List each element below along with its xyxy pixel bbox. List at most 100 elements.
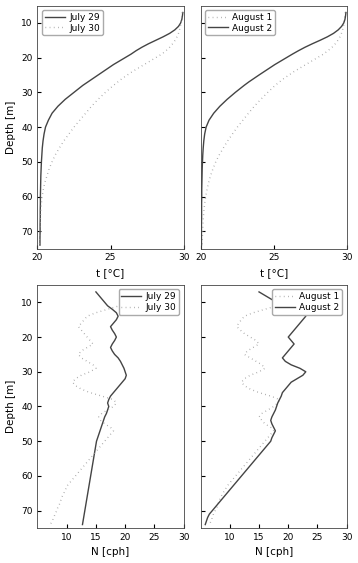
- July 29: [43, 124, 48, 131]
- July 30: [53, 151, 57, 158]
- July 29: [100, 421, 105, 427]
- July 29: [40, 151, 44, 158]
- August 1: [202, 207, 206, 214]
- July 29: [72, 89, 76, 96]
- July 29: [42, 131, 46, 137]
- August 2: [336, 26, 340, 33]
- July 29: [63, 96, 67, 102]
- August 1: [341, 23, 345, 30]
- August 1: [304, 61, 308, 68]
- August 2: [199, 221, 204, 227]
- July 29: [91, 75, 95, 82]
- July 29: [41, 137, 45, 144]
- August 1: [235, 124, 240, 131]
- August 2: [233, 89, 237, 96]
- August 2: [200, 186, 204, 193]
- August 2: [199, 228, 204, 235]
- August 2: [200, 158, 205, 165]
- July 30: [178, 23, 183, 30]
- July 30: [40, 193, 44, 200]
- Line: July 29: July 29: [40, 12, 183, 245]
- July 30: [175, 33, 179, 40]
- August 1: [207, 521, 212, 528]
- August 1: [339, 30, 344, 37]
- August 1: [343, 9, 347, 16]
- August 2: [325, 33, 330, 40]
- August 1: [252, 103, 256, 110]
- August 2: [199, 235, 204, 242]
- August 2: [238, 86, 242, 92]
- August 2: [199, 200, 204, 207]
- August 1: [315, 54, 320, 61]
- August 1: [200, 228, 205, 235]
- Line: August 2: August 2: [202, 12, 346, 245]
- August 1: [200, 235, 204, 242]
- July 29: [134, 47, 138, 54]
- July 30: [180, 9, 184, 16]
- July 29: [39, 166, 43, 172]
- July 30: [173, 37, 177, 44]
- July 29: [108, 344, 113, 351]
- August 1: [333, 41, 338, 47]
- July 29: [96, 72, 100, 78]
- July 29: [106, 65, 111, 72]
- July 29: [76, 86, 81, 92]
- August 1: [221, 145, 226, 151]
- July 29: [38, 193, 43, 200]
- August 2: [200, 151, 205, 158]
- August 1: [258, 96, 263, 102]
- July 30: [43, 179, 47, 186]
- August 2: [202, 137, 206, 144]
- July 29: [179, 20, 183, 26]
- July 29: [123, 54, 127, 61]
- July 29: [176, 23, 181, 30]
- August 1: [321, 51, 325, 57]
- July 30: [102, 421, 107, 427]
- August 1: [330, 44, 334, 51]
- August 1: [251, 344, 255, 351]
- Line: July 29: July 29: [82, 292, 126, 525]
- July 30: [179, 20, 183, 26]
- August 2: [292, 341, 296, 347]
- July 30: [154, 54, 158, 61]
- Line: August 2: August 2: [205, 292, 306, 525]
- August 1: [292, 68, 296, 75]
- August 1: [340, 26, 345, 33]
- August 1: [200, 242, 204, 248]
- July 29: [173, 26, 177, 33]
- July 30: [168, 44, 172, 51]
- August 2: [199, 242, 204, 248]
- July 29: [39, 172, 43, 179]
- July 29: [38, 221, 42, 227]
- July 29: [38, 235, 42, 242]
- August 1: [282, 75, 286, 82]
- July 30: [78, 117, 82, 123]
- July 29: [56, 103, 60, 110]
- July 29: [146, 41, 151, 47]
- August 2: [200, 179, 204, 186]
- July 30: [108, 424, 113, 431]
- Line: July 30: July 30: [50, 292, 154, 525]
- July 29: [154, 37, 158, 44]
- August 2: [199, 214, 204, 221]
- July 30: [176, 30, 181, 37]
- July 29: [180, 12, 185, 19]
- August 2: [212, 110, 216, 117]
- August 1: [214, 158, 218, 165]
- August 1: [273, 82, 277, 89]
- X-axis label: N [cph]: N [cph]: [91, 547, 130, 557]
- July 29: [38, 228, 42, 235]
- August 2: [296, 47, 301, 54]
- August 2: [207, 117, 211, 123]
- Line: July 30: July 30: [39, 12, 182, 245]
- August 2: [279, 58, 283, 65]
- August 2: [203, 131, 207, 137]
- August 2: [218, 103, 222, 110]
- August 1: [343, 12, 347, 19]
- August 2: [339, 23, 344, 30]
- July 30: [142, 61, 146, 68]
- August 2: [257, 72, 261, 78]
- August 2: [267, 65, 272, 72]
- August 1: [217, 151, 222, 158]
- August 1: [201, 214, 205, 221]
